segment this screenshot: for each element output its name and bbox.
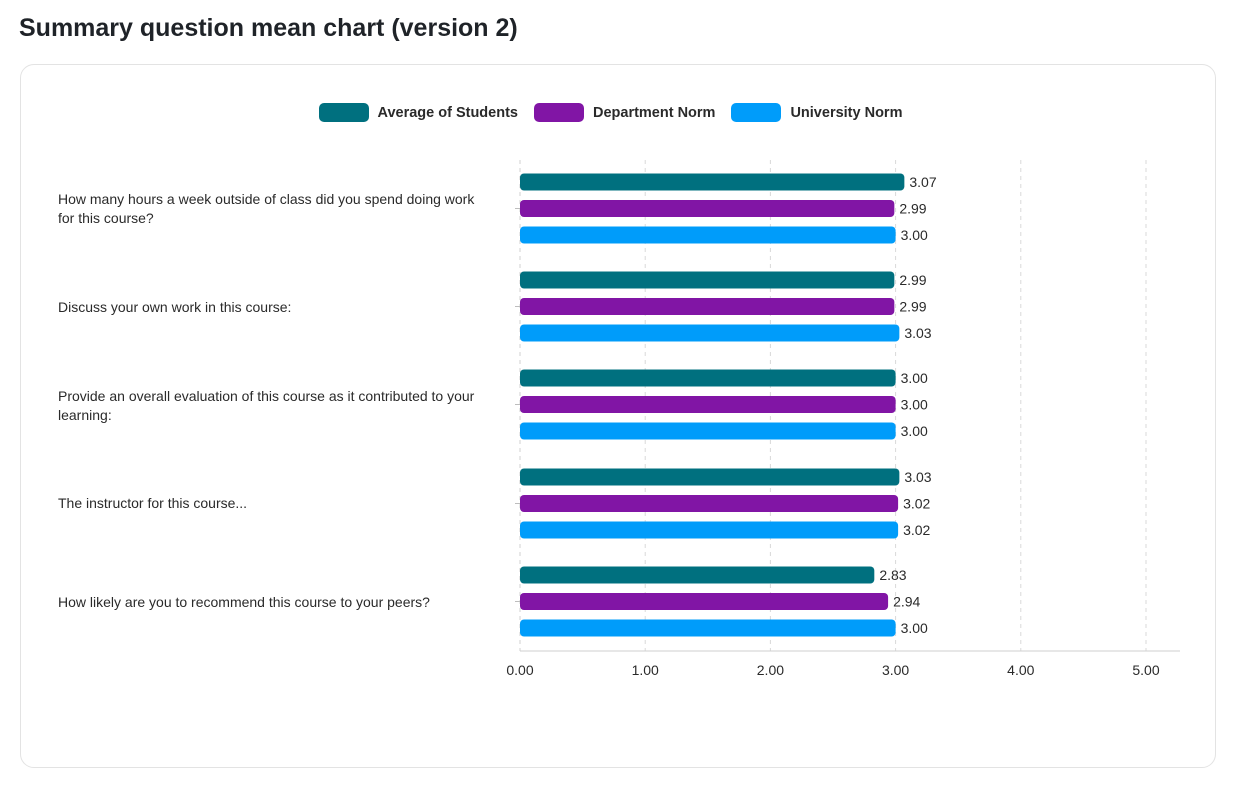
legend-label: University Norm xyxy=(790,104,903,121)
bar-value-label: 3.02 xyxy=(903,522,930,538)
bar-average-of-students[interactable] xyxy=(520,271,895,289)
legend-label: Department Norm xyxy=(592,104,716,121)
bar-value-label: 3.07 xyxy=(909,174,936,190)
bar-value-label: 3.00 xyxy=(901,370,928,386)
bar-university-norm[interactable] xyxy=(520,226,896,244)
bar-value-label: 3.03 xyxy=(904,469,931,485)
legend-item-university-norm[interactable]: University Norm xyxy=(731,103,902,122)
question-label: How many hours a week outside of class d… xyxy=(58,191,475,226)
bar-university-norm[interactable] xyxy=(520,422,896,440)
bar-value-label: 2.83 xyxy=(879,567,906,583)
x-tick-label: 3.00 xyxy=(882,662,909,678)
bar-department-norm[interactable] xyxy=(520,396,896,413)
legend-swatch-average-of-students xyxy=(318,103,369,122)
legend-swatch-university-norm xyxy=(731,103,782,122)
chart-legend: Average of Students Department Norm Univ… xyxy=(0,103,1221,122)
bar-value-label: 3.00 xyxy=(901,397,928,413)
legend-item-average-of-students[interactable]: Average of Students xyxy=(318,103,518,122)
question-label: The instructor for this course... xyxy=(58,495,248,511)
bar-value-label: 2.99 xyxy=(899,272,926,288)
bar-average-of-students[interactable] xyxy=(520,468,900,486)
x-tick-label: 1.00 xyxy=(632,662,659,678)
bar-department-norm[interactable] xyxy=(520,200,895,217)
page-title: Summary question mean chart (version 2) xyxy=(19,14,518,42)
bar-value-label: 2.94 xyxy=(893,594,920,610)
bar-average-of-students[interactable] xyxy=(520,369,896,387)
legend-swatch-department-norm xyxy=(533,103,584,122)
bar-university-norm[interactable] xyxy=(520,324,900,342)
bar-department-norm[interactable] xyxy=(520,495,899,512)
bar-value-label: 3.00 xyxy=(901,423,928,439)
x-tick-label: 0.00 xyxy=(506,662,533,678)
bar-value-label: 3.03 xyxy=(904,325,931,341)
x-tick-label: 5.00 xyxy=(1132,662,1159,678)
question-label: How likely are you to recommend this cou… xyxy=(58,594,430,610)
legend-label: Average of Students xyxy=(377,104,518,121)
question-label: Provide an overall evaluation of this co… xyxy=(58,388,475,423)
bar-value-label: 3.00 xyxy=(901,620,928,636)
bar-average-of-students[interactable] xyxy=(520,173,905,191)
legend-item-department-norm[interactable]: Department Norm xyxy=(533,103,716,122)
bar-average-of-students[interactable] xyxy=(520,566,875,584)
bar-department-norm[interactable] xyxy=(520,298,895,315)
bar-value-label: 2.99 xyxy=(899,201,926,217)
bar-value-label: 3.02 xyxy=(903,496,930,512)
bar-university-norm[interactable] xyxy=(520,619,896,637)
bar-value-label: 2.99 xyxy=(899,299,926,315)
x-tick-label: 2.00 xyxy=(757,662,784,678)
question-label: Discuss your own work in this course: xyxy=(58,299,292,315)
bar-value-label: 3.00 xyxy=(901,227,928,243)
bar-department-norm[interactable] xyxy=(520,593,889,610)
x-tick-label: 4.00 xyxy=(1007,662,1034,678)
bar-university-norm[interactable] xyxy=(520,521,899,539)
